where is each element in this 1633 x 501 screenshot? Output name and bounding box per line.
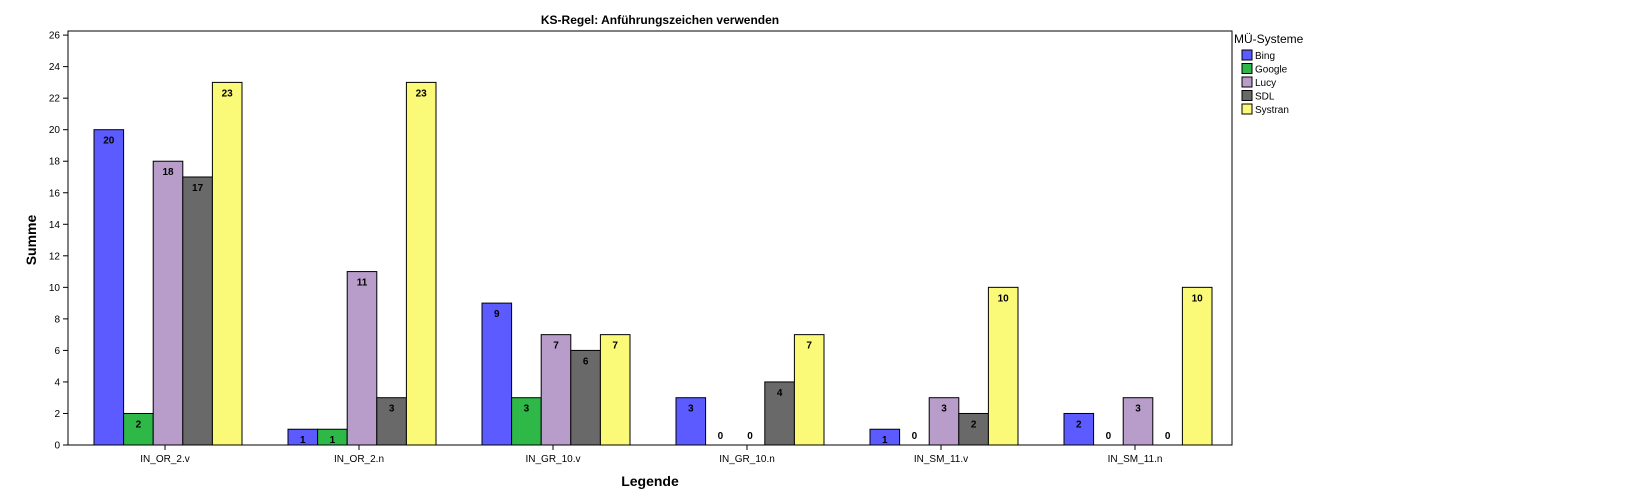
y-tick-label: 26 [49,31,61,42]
data-label: 11 [357,278,368,289]
bar-systran [987,286,1019,446]
data-label: 3 [1135,404,1141,415]
bar-google [123,412,154,446]
chart-title: KS-Regel: Anführungszeichen verwenden [541,13,779,27]
data-label: 7 [612,341,618,352]
data-label: 17 [192,183,204,194]
data-label: 23 [222,88,234,99]
bar-lucy [928,397,960,446]
y-tick-label: 6 [54,346,60,357]
data-label: 18 [162,167,174,178]
bar-lucy [346,271,378,446]
bar-lucy [152,160,184,446]
legend-label: Systran [1255,105,1289,116]
legend-label: Google [1255,65,1288,76]
bar-bing [1063,412,1095,446]
bar-bing [675,397,707,446]
x-tick-label: IN_OR_2.n [334,454,384,465]
y-tick-label: 18 [49,157,61,168]
data-label: 1 [330,435,336,446]
y-tick-label: 0 [54,441,60,452]
bar-bing [93,129,125,446]
y-tick-label: 20 [49,125,61,136]
y-tick-label: 14 [49,220,61,231]
bar-systran [599,334,631,446]
data-label: 3 [688,404,694,415]
data-label: 7 [553,341,559,352]
y-tick-label: 12 [49,251,61,262]
data-label: 2 [1076,419,1082,430]
y-tick-label: 24 [49,62,61,73]
bar-sdl [376,397,407,446]
y-tick-label: 22 [49,94,61,105]
x-axis-label: Legende [621,473,679,489]
legend-swatch [1241,90,1253,101]
data-label: 0 [747,431,753,442]
data-label: 20 [103,136,115,147]
bar-sdl [958,412,989,446]
x-tick-label: IN_SM_11.n [1108,454,1163,465]
x-tick-label: IN_OR_2.v [140,454,189,465]
legend-swatch [1241,49,1253,61]
data-label: 0 [912,431,918,442]
bar-systran [793,334,825,446]
data-label: 2 [136,419,142,430]
plot-frame [67,30,1233,446]
data-label: 6 [583,356,589,367]
data-label: 0 [1165,431,1171,442]
legend-swatch [1241,76,1253,88]
bar-systran [405,81,437,446]
data-label: 10 [1192,293,1204,304]
y-tick-label: 4 [54,377,60,388]
legend-label: Lucy [1255,78,1276,89]
bar-lucy [1122,397,1154,446]
x-tick-label: IN_GR_10.v [525,454,580,465]
y-axis-label: Summe [23,215,39,266]
data-label: 3 [389,404,395,415]
legend-swatch [1241,63,1253,74]
legend-label: SDL [1255,92,1275,103]
data-label: 3 [941,404,947,415]
data-label: 4 [777,388,783,399]
data-label: 9 [494,309,500,320]
bar-sdl [764,381,795,446]
y-tick-label: 8 [54,314,60,325]
bar-sdl [570,349,601,446]
y-tick-label: 16 [49,188,61,199]
data-label: 0 [718,431,724,442]
bar-lucy [540,334,572,446]
data-label: 10 [998,293,1010,304]
x-tick-label: IN_SM_11.v [914,454,968,465]
y-tick-label: 10 [49,283,61,294]
bar-google [511,397,542,446]
legend: MÜ-Systeme Bing Google Lucy SDL Systran [1234,32,1304,116]
bar-systran [1181,286,1213,446]
data-label: 2 [971,419,977,430]
plot-area: 02468101214161820222426IN_OR_2.v20218172… [49,30,1233,465]
data-label: 3 [524,404,530,415]
data-label: 7 [806,341,812,352]
bar-systran [211,81,243,446]
legend-label: Bing [1255,51,1275,62]
bar-bing [481,302,513,446]
data-label: 23 [416,88,428,99]
data-label: 1 [300,435,306,446]
y-tick-label: 2 [54,409,60,420]
legend-swatch [1241,103,1253,115]
data-label: 0 [1106,431,1112,442]
bar-sdl [182,176,213,446]
data-label: 1 [882,435,888,446]
bar-bing [869,428,901,446]
x-tick-label: IN_GR_10.n [719,454,775,465]
legend-title: MÜ-Systeme [1234,32,1304,46]
